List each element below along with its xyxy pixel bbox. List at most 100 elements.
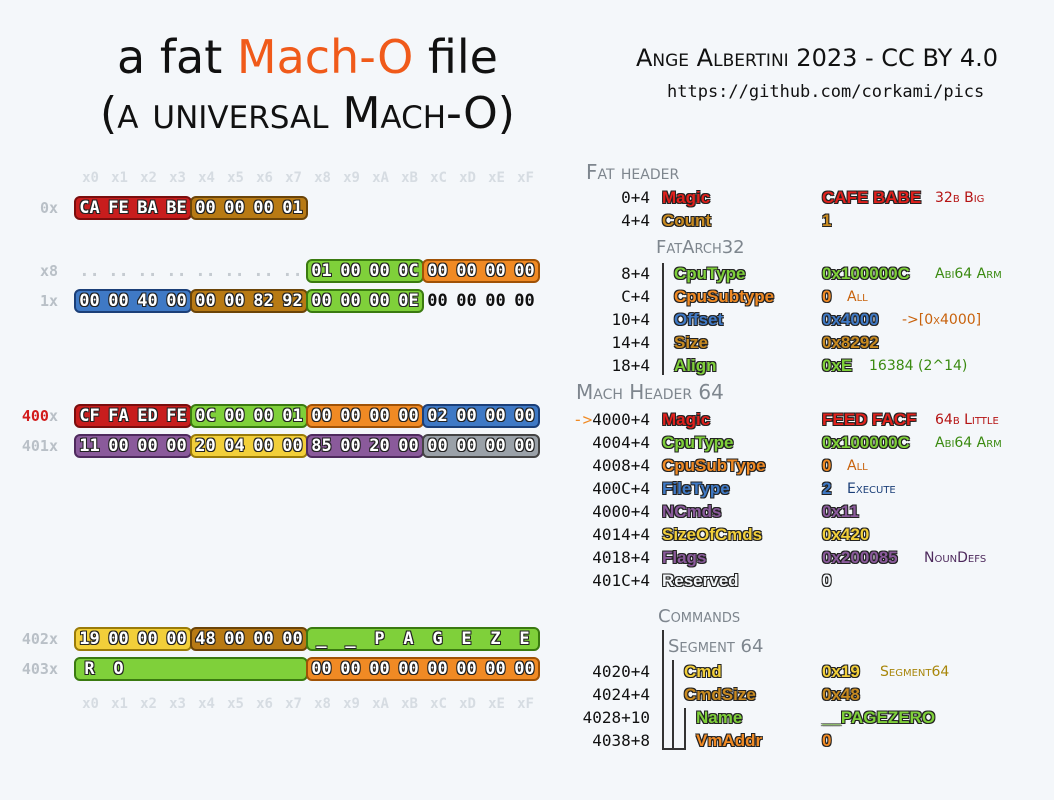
- byte-group: [422, 404, 540, 428]
- title-line-1: a fat Mach-O file: [0, 30, 615, 84]
- hex-byte: _: [316, 629, 327, 649]
- hex-byte: 00: [427, 659, 448, 679]
- field-offset: 10+4: [510, 310, 650, 329]
- hex-byte: 00: [514, 406, 535, 426]
- title-highlight: Mach-O: [236, 30, 414, 84]
- offset-text: 10+4: [611, 310, 650, 329]
- hex-byte: 00: [224, 291, 245, 311]
- field-value: __PAGEZERO: [822, 708, 936, 727]
- column-label: x8: [314, 170, 331, 186]
- hex-byte: 00: [485, 659, 506, 679]
- hex-byte: 00: [485, 291, 506, 311]
- row-offset-text: 1x: [39, 292, 58, 310]
- hex-byte: 00: [456, 659, 477, 679]
- hex-byte: ED: [137, 406, 158, 426]
- hex-byte: 00: [340, 659, 361, 679]
- hex-byte: 00: [108, 629, 129, 649]
- field-offset: 400C+4: [510, 479, 650, 498]
- offset-text: 4028+10: [582, 708, 650, 727]
- column-label: x9: [343, 170, 360, 186]
- offset-text: 14+4: [611, 333, 650, 352]
- column-label: x7: [285, 696, 302, 712]
- column-label: xD: [459, 170, 476, 186]
- hex-byte: 00: [253, 198, 274, 218]
- column-label: x0: [82, 170, 99, 186]
- field-note: Abi64 Arm: [935, 435, 1002, 451]
- hex-byte: 48: [195, 629, 216, 649]
- hex-byte: 11: [79, 436, 100, 456]
- source-url[interactable]: https://github.com/corkami/pics: [667, 82, 985, 102]
- field-name: CpuType: [662, 433, 734, 452]
- field-value: 0x420: [822, 525, 870, 544]
- field-value: 0x19: [822, 662, 860, 681]
- offset-text: 0+4: [621, 188, 650, 207]
- byte-group: [190, 289, 308, 313]
- field-name: Align: [674, 356, 717, 375]
- field-name: Size: [674, 333, 709, 352]
- hex-byte: 0C: [398, 261, 419, 281]
- title-post: file: [413, 30, 498, 84]
- hex-byte: 00: [456, 261, 477, 281]
- hex-byte: 00: [485, 261, 506, 281]
- hex-byte: CF: [79, 406, 100, 426]
- row-offset-label: 401x: [8, 437, 58, 455]
- row-offset-label: x8: [8, 262, 58, 280]
- field-offset: 4018+4: [510, 548, 650, 567]
- title-line-2: (a universal Mach-O): [100, 88, 515, 139]
- hex-byte: 00: [340, 406, 361, 426]
- offset-text: 18+4: [611, 356, 650, 375]
- hex-byte: 00: [253, 436, 274, 456]
- hex-byte: 04: [224, 436, 245, 456]
- hex-byte: 00: [224, 198, 245, 218]
- fatarch-bracket: [662, 263, 664, 375]
- field-value: 0x100000C: [822, 433, 910, 452]
- hex-byte: 00: [369, 659, 390, 679]
- column-label: xA: [372, 170, 389, 186]
- row-offset-label: 0x: [8, 199, 58, 217]
- hex-byte: ..: [79, 261, 100, 281]
- field-value: CAFE BABE: [822, 188, 922, 207]
- hex-byte: 40: [137, 291, 158, 311]
- row-offset-text: 403x: [21, 660, 58, 678]
- hex-byte: 01: [282, 198, 303, 218]
- column-label: x9: [343, 696, 360, 712]
- field-value: 0: [822, 287, 832, 306]
- hex-byte: CA: [79, 198, 100, 218]
- fat-header-title: Fat header: [586, 160, 680, 184]
- field-name: Name: [696, 708, 743, 727]
- field-offset: 4004+4: [510, 433, 650, 452]
- row-offset-text: 401x: [21, 437, 58, 455]
- field-value: 1: [822, 211, 832, 230]
- row-offset-text: x8: [39, 262, 58, 280]
- hex-byte: G: [432, 629, 443, 649]
- hex-byte: 00: [456, 436, 477, 456]
- column-label: x1: [111, 170, 128, 186]
- byte-group: [190, 434, 308, 458]
- hex-byte: _: [345, 629, 356, 649]
- hex-byte: 00: [311, 406, 332, 426]
- column-label: xA: [372, 696, 389, 712]
- hex-byte: 00: [224, 406, 245, 426]
- field-name: Flags: [662, 548, 707, 567]
- offset-arrow: ->: [572, 410, 593, 429]
- field-note: 16384 (2^14): [869, 358, 968, 374]
- hex-row: 400x CF FA ED FE 0C 00 00 01 00 00 00 00 02 00 00 00: [0, 404, 1054, 434]
- byte-group: [306, 627, 540, 651]
- hex-row: x8................ 01 00 00 0C 00 00 00 00: [0, 259, 1054, 289]
- hex-byte: FA: [108, 406, 129, 426]
- hex-byte: P: [374, 629, 385, 649]
- hex-byte: 82: [253, 291, 274, 311]
- title-pre: a fat: [117, 30, 237, 84]
- field-name: CpuType: [674, 264, 746, 283]
- field-name: Reserved: [662, 571, 739, 590]
- hex-byte: 02: [427, 406, 448, 426]
- offset-text: 4024+4: [592, 685, 650, 704]
- field-name: FileType: [662, 479, 730, 498]
- field-offset: 8+4: [510, 264, 650, 283]
- column-label: xC: [430, 170, 447, 186]
- hex-byte: 00: [282, 436, 303, 456]
- field-name: SizeOfCmds: [662, 525, 763, 544]
- hex-byte: 00: [514, 261, 535, 281]
- hex-byte: ..: [253, 261, 274, 281]
- hex-byte: BE: [166, 198, 187, 218]
